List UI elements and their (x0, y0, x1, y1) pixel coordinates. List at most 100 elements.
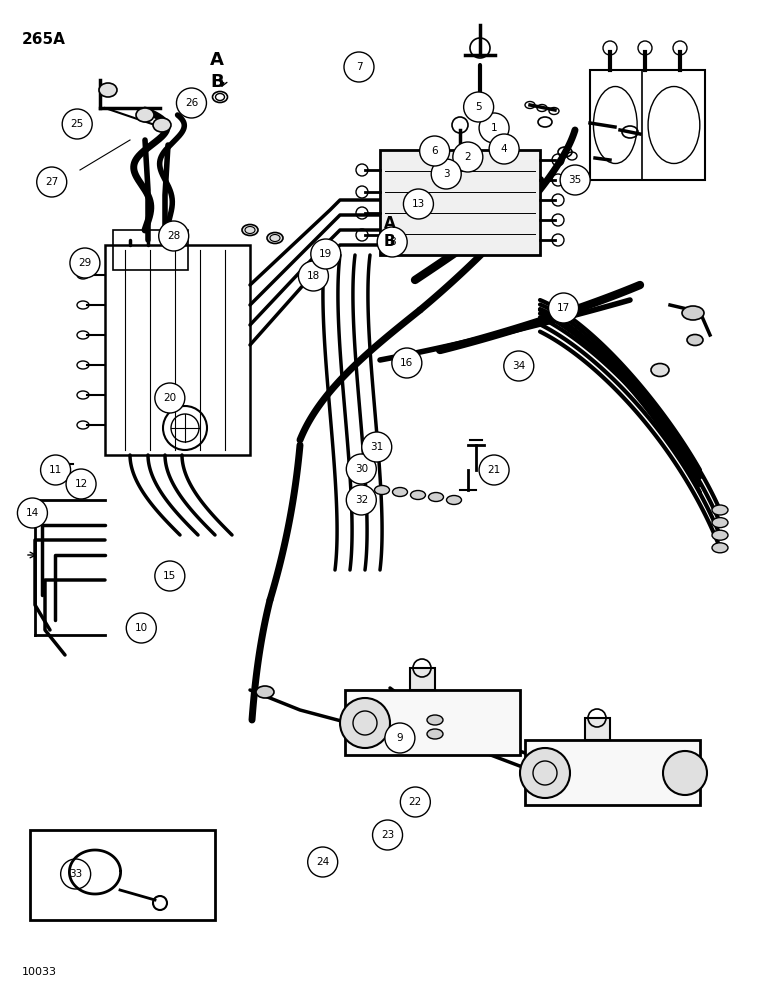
Text: 3: 3 (443, 169, 449, 179)
Ellipse shape (392, 488, 408, 496)
Ellipse shape (446, 495, 462, 504)
Circle shape (155, 561, 185, 591)
Text: 18: 18 (306, 271, 320, 281)
Circle shape (127, 613, 156, 643)
Circle shape (420, 136, 449, 166)
Text: 20: 20 (163, 393, 177, 403)
Text: 33: 33 (69, 869, 83, 879)
Text: 8: 8 (389, 237, 395, 247)
Text: 26: 26 (185, 98, 198, 108)
Text: 21: 21 (487, 465, 501, 475)
Text: 1: 1 (491, 123, 497, 133)
Circle shape (464, 92, 493, 122)
Ellipse shape (427, 729, 443, 739)
Ellipse shape (712, 530, 728, 540)
Bar (30, 830, 215, 920)
Text: 12: 12 (74, 479, 88, 489)
Ellipse shape (411, 490, 425, 499)
Circle shape (479, 455, 509, 485)
Text: 29: 29 (78, 258, 92, 268)
Ellipse shape (153, 118, 171, 132)
Circle shape (362, 432, 391, 462)
Circle shape (340, 698, 390, 748)
Text: 17: 17 (557, 303, 571, 313)
Circle shape (63, 109, 92, 139)
Circle shape (177, 88, 206, 118)
Bar (113, 230, 188, 270)
Circle shape (155, 383, 185, 413)
Bar (585, 718, 610, 740)
Ellipse shape (136, 108, 154, 122)
Ellipse shape (687, 334, 703, 346)
Circle shape (549, 293, 578, 323)
Text: A: A (384, 216, 396, 231)
Circle shape (432, 159, 461, 189)
Circle shape (520, 748, 570, 798)
Circle shape (489, 134, 519, 164)
Bar (105, 245, 250, 455)
Circle shape (299, 261, 328, 291)
Text: 11: 11 (49, 465, 63, 475)
Ellipse shape (712, 518, 728, 528)
Circle shape (347, 485, 376, 515)
Circle shape (504, 351, 533, 381)
Text: 27: 27 (45, 177, 59, 187)
Bar (410, 668, 435, 690)
Text: 25: 25 (70, 119, 84, 129)
Text: 265A: 265A (22, 32, 66, 47)
Circle shape (344, 52, 374, 82)
Circle shape (479, 113, 509, 143)
Ellipse shape (682, 306, 704, 320)
Text: 23: 23 (381, 830, 394, 840)
Circle shape (378, 227, 407, 257)
Text: 24: 24 (316, 857, 330, 867)
Circle shape (61, 859, 90, 889)
Circle shape (453, 142, 482, 172)
Text: 22: 22 (408, 797, 422, 807)
Text: 19: 19 (319, 249, 333, 259)
Text: B: B (210, 73, 224, 91)
Text: 9: 9 (397, 733, 403, 743)
Circle shape (66, 469, 96, 499)
Ellipse shape (99, 83, 117, 97)
Circle shape (308, 847, 337, 877)
Circle shape (404, 189, 433, 219)
Circle shape (347, 454, 376, 484)
Text: 31: 31 (370, 442, 384, 452)
Circle shape (560, 165, 590, 195)
Ellipse shape (374, 486, 390, 494)
Text: 16: 16 (400, 358, 414, 368)
Text: 4: 4 (501, 144, 507, 154)
Text: 30: 30 (354, 464, 368, 474)
Ellipse shape (651, 363, 669, 376)
Text: 2: 2 (465, 152, 471, 162)
Text: 6: 6 (432, 146, 438, 156)
Text: 13: 13 (411, 199, 425, 209)
Circle shape (373, 820, 402, 850)
Circle shape (311, 239, 340, 269)
Circle shape (663, 751, 707, 795)
Ellipse shape (267, 232, 283, 243)
Ellipse shape (68, 476, 82, 485)
Circle shape (37, 167, 66, 197)
Bar (590, 70, 705, 180)
Text: 10033: 10033 (22, 967, 57, 977)
Bar (380, 150, 540, 255)
Ellipse shape (428, 492, 443, 502)
Circle shape (18, 498, 47, 528)
Text: 34: 34 (512, 361, 526, 371)
Text: 10: 10 (134, 623, 148, 633)
Text: 32: 32 (354, 495, 368, 505)
Text: 15: 15 (163, 571, 177, 581)
Text: 5: 5 (476, 102, 482, 112)
Circle shape (41, 455, 70, 485)
Ellipse shape (712, 543, 728, 553)
Bar (525, 740, 700, 805)
Ellipse shape (256, 686, 274, 698)
Circle shape (392, 348, 422, 378)
Ellipse shape (242, 225, 258, 235)
Text: 28: 28 (167, 231, 181, 241)
Text: 7: 7 (356, 62, 362, 72)
Circle shape (159, 221, 188, 251)
Text: 35: 35 (568, 175, 582, 185)
